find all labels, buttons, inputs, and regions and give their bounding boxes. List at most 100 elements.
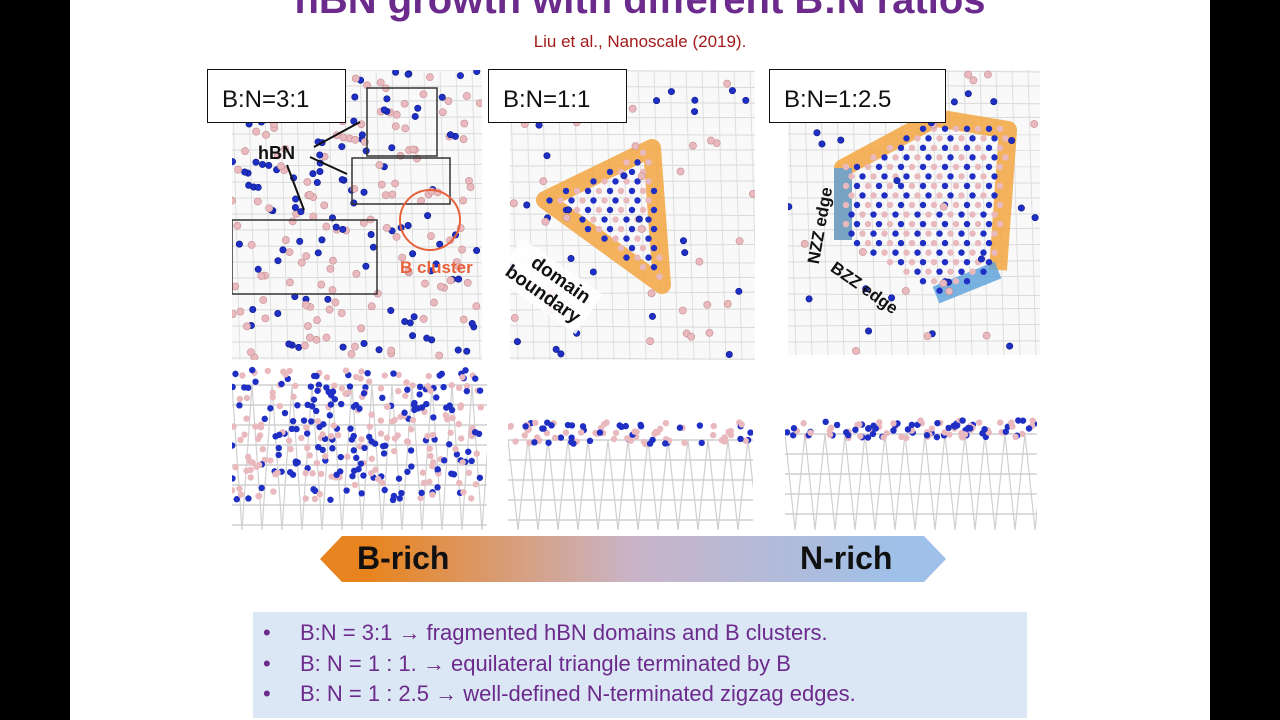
- boron-atom: [980, 154, 987, 161]
- nitrogen-atom: [353, 454, 360, 462]
- boron-atom: [880, 434, 887, 441]
- boron-atom: [335, 432, 342, 439]
- boron-atom: [881, 230, 888, 237]
- boron-atom: [996, 163, 1004, 171]
- boron-atom: [958, 433, 965, 440]
- nitrogen-atom: [387, 307, 395, 315]
- boron-atom: [902, 434, 910, 442]
- boron-atom: [236, 395, 244, 403]
- nitrogen-atom: [596, 429, 604, 436]
- nitrogen-atom: [416, 391, 423, 398]
- boron-atom: [298, 434, 305, 442]
- boron-atom: [573, 206, 581, 214]
- nitrogen-atom: [404, 221, 412, 229]
- boron-atom: [424, 383, 432, 390]
- boron-atom: [864, 220, 872, 228]
- boron-atom: [930, 201, 938, 209]
- nitrogen-atom: [281, 409, 289, 417]
- boron-atom: [232, 463, 239, 471]
- boron-atom: [930, 258, 938, 266]
- bullet-text: B: N = 1 : 1. → equilateral triangle ter…: [300, 651, 791, 676]
- nitrogen-atom: [958, 211, 965, 218]
- boron-atom: [297, 258, 306, 267]
- nitrogen-atom: [681, 249, 689, 257]
- substrate-mesh-line: [232, 261, 482, 264]
- substrate-mesh-line: [788, 308, 1040, 311]
- nitrogen-atom: [427, 267, 435, 275]
- boron-atom: [367, 302, 376, 311]
- boron-atom: [952, 182, 960, 190]
- boron-atom: [539, 177, 548, 186]
- boron-atom: [357, 324, 366, 333]
- nitrogen-atom: [963, 278, 971, 285]
- boron-atom: [417, 494, 424, 502]
- boron-atom: [634, 235, 641, 242]
- boron-atom: [236, 485, 243, 492]
- boron-atom: [639, 206, 647, 214]
- boron-atom: [676, 167, 685, 176]
- nitrogen-atom: [300, 417, 308, 424]
- nitrogen-atom: [436, 372, 443, 379]
- boron-atom: [941, 429, 948, 436]
- boron-atom: [252, 127, 261, 136]
- nitrogen-atom: [645, 254, 652, 261]
- boron-atom: [429, 462, 436, 470]
- boron-atom: [375, 161, 384, 169]
- nitrogen-atom: [552, 345, 560, 353]
- boron-atom: [705, 328, 714, 337]
- nitrogen-atom: [628, 206, 636, 214]
- nitrogen-atom: [432, 260, 440, 268]
- nitrogen-atom: [434, 466, 441, 473]
- substrate-mesh-line: [391, 70, 401, 360]
- nitrogen-atom: [945, 424, 952, 432]
- boron-atom: [510, 199, 518, 208]
- boron-atom: [326, 265, 335, 273]
- boron-atom: [262, 131, 270, 139]
- nitrogen-atom: [870, 249, 877, 256]
- nitrogen-atom: [390, 370, 397, 377]
- boron-atom: [870, 192, 877, 199]
- boron-atom: [925, 249, 932, 256]
- nitrogen-atom: [914, 268, 921, 275]
- nitrogen-atom: [1015, 417, 1022, 424]
- boron-atom: [430, 298, 438, 307]
- boron-atom: [383, 434, 391, 442]
- nitrogen-atom: [601, 216, 608, 223]
- boron-atom: [974, 125, 982, 132]
- boron-atom: [319, 431, 326, 438]
- nitrogen-atom: [919, 201, 927, 209]
- boron-atom: [345, 389, 352, 396]
- bullet-text: B: N = 1 : 2.5 → well-defined N-terminat…: [300, 681, 856, 706]
- nitrogen-atom: [314, 249, 322, 257]
- nitrogen-atom: [853, 239, 861, 247]
- substrate-mesh-line: [471, 70, 481, 360]
- nitrogen-atom: [969, 154, 976, 161]
- nitrogen-atom: [303, 430, 311, 437]
- nitrogen-atom: [936, 287, 943, 294]
- nitrogen-atom: [414, 405, 422, 412]
- boron-atom: [306, 452, 313, 459]
- substrate-layer: [331, 384, 343, 530]
- boron-atom: [864, 182, 872, 190]
- substrate-mesh-line: [1011, 70, 1021, 355]
- nitrogen-atom: [606, 187, 614, 195]
- boron-atom: [232, 310, 237, 318]
- boron-atom: [639, 149, 647, 157]
- boron-atom: [234, 165, 243, 174]
- boron-atom: [637, 225, 646, 233]
- boron-atom: [964, 70, 973, 79]
- boron-atom: [313, 459, 321, 467]
- nitrogen-atom: [963, 220, 971, 228]
- nitrogen-atom: [557, 434, 565, 441]
- nitrogen-atom: [662, 440, 669, 447]
- nitrogen-atom: [881, 192, 888, 199]
- nitrogen-atom: [564, 206, 572, 214]
- boron-atom: [864, 163, 872, 171]
- nitrogen-atom: [837, 136, 845, 144]
- nitrogen-atom: [364, 369, 371, 377]
- nitrogen-atom: [612, 178, 619, 185]
- nitrogen-atom: [985, 125, 993, 132]
- nitrogen-atom: [347, 425, 354, 432]
- substrate-layer: [637, 439, 649, 530]
- boron-atom: [358, 436, 365, 443]
